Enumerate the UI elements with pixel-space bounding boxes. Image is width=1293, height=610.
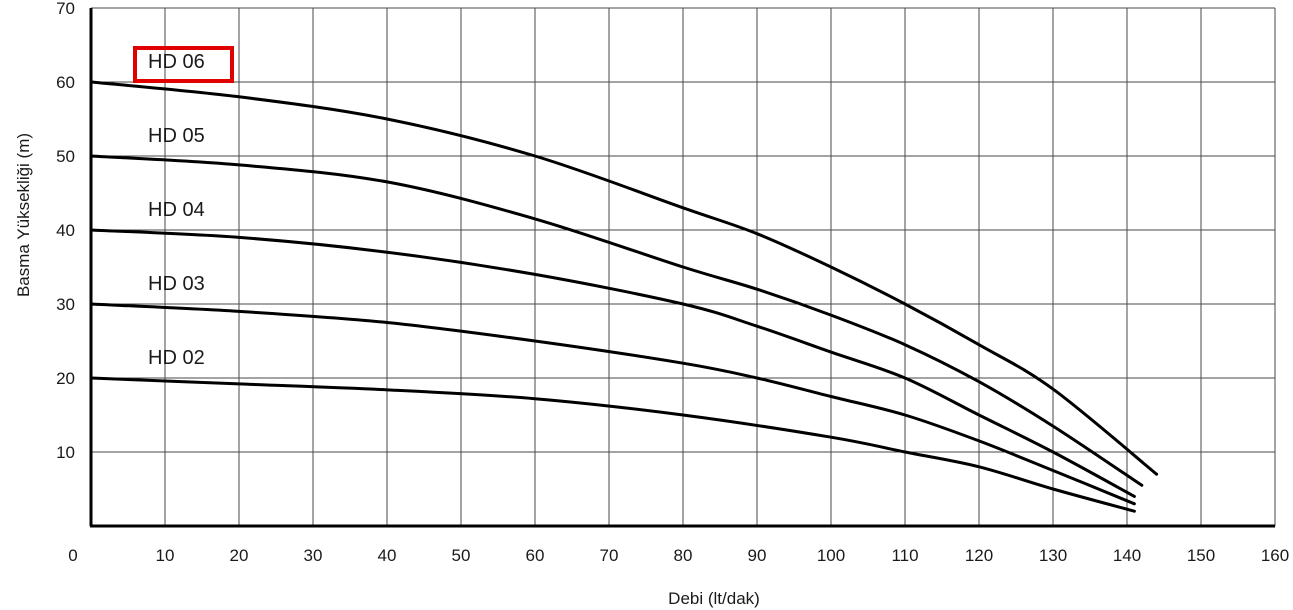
y-tick-label: 20 [56, 369, 75, 388]
y-tick-label: 40 [56, 221, 75, 240]
series-label-hd-06: HD 06 [148, 51, 205, 73]
x-tick-label: 30 [304, 546, 323, 565]
curve-hd-06 [89, 80, 1159, 476]
curve-hd-03 [89, 302, 1136, 506]
y-tick-label: 70 [56, 0, 75, 18]
x-tick-label: 140 [1113, 546, 1141, 565]
series-label-hd-02: HD 02 [148, 347, 205, 369]
x-tick-label: 150 [1187, 546, 1215, 565]
series-label-hd-05: HD 05 [148, 125, 205, 147]
y-tick-label: 10 [56, 443, 75, 462]
x-tick-label: 90 [748, 546, 767, 565]
series-label-hd-04: HD 04 [148, 199, 205, 221]
y-tick-labels: 10 20 30 40 50 60 70 [56, 0, 75, 462]
x-tick-label: 110 [891, 546, 918, 565]
grid [91, 7, 1276, 526]
x-tick-labels: 0 10 20 30 40 50 60 70 80 90 100 110 120 130 140 150 160 [68, 546, 1289, 565]
x-tick-label: 70 [600, 546, 619, 565]
y-axis-title: Basma Yüksekliği (m) [14, 133, 33, 297]
x-tick-label: 0 [68, 546, 77, 565]
x-tick-label: 20 [230, 546, 249, 565]
series-labels: HD 02 HD 03 HD 04 HD 05 HD 06 [133, 46, 234, 369]
highlight-box [133, 46, 234, 83]
x-tick-label: 160 [1261, 546, 1289, 565]
curve-hd-05 [89, 154, 1144, 487]
axes [89, 8, 1275, 528]
y-tick-label: 30 [56, 295, 75, 314]
x-tick-label: 40 [378, 546, 397, 565]
x-tick-label: 120 [965, 546, 993, 565]
performance-curves [89, 80, 1159, 513]
x-tick-label: 100 [817, 546, 845, 565]
x-tick-label: 80 [674, 546, 693, 565]
x-tick-label: 50 [452, 546, 471, 565]
x-axis-title: Debi (lt/dak) [668, 589, 760, 608]
y-tick-label: 60 [56, 73, 75, 92]
x-tick-label: 60 [526, 546, 545, 565]
curve-hd-02 [89, 376, 1136, 513]
curve-hd-04 [89, 228, 1136, 498]
series-label-hd-03: HD 03 [148, 273, 205, 295]
y-tick-label: 50 [56, 147, 75, 166]
x-tick-label: 10 [156, 546, 175, 565]
x-tick-label: 130 [1039, 546, 1067, 565]
